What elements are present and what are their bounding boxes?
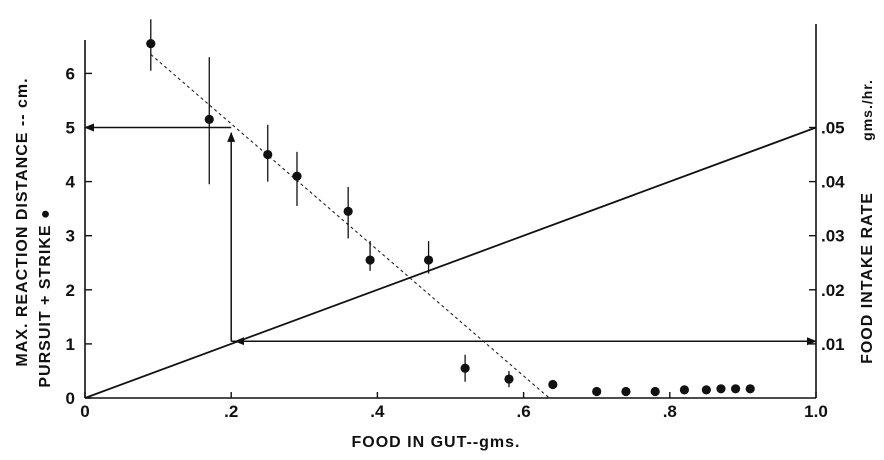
data-point [730,384,741,394]
x-tick-label: .8 [663,402,677,421]
x-axis-title: FOOD IN GUT--gms. [352,434,521,451]
y2-axis-title: FOOD INTAKE RATE [859,192,876,364]
annotation-arrows [84,123,817,346]
intake-rate-line [84,126,817,399]
data-point [204,114,214,124]
data-points [146,19,755,397]
y-tick-label: 6 [66,64,75,83]
data-point [650,386,660,397]
y2-tick-label: .03 [821,227,845,246]
y2-axis-unit: gms./hr. [859,79,875,141]
y-tick-label: 2 [66,281,75,300]
y2-tick-label: .05 [821,119,845,138]
data-point [146,39,156,49]
y-tick-label: 1 [66,335,75,354]
data-point [716,384,726,394]
x-tick-label: .2 [224,402,238,421]
x-tick-label: 1.0 [804,402,828,421]
x-axis-ticks: 0 .2 .4 .6 .8 1.0 [80,392,828,421]
y2-tick-label: .01 [821,335,845,354]
y-axis-title-line2: PURSUIT + STRIKE ● [37,208,54,387]
data-point [621,386,631,397]
y2-tick-label: .04 [821,173,845,192]
x-tick-label: 0 [80,402,89,421]
chart-lines [84,54,817,399]
y2-axis-ticks: .01 .02 .03 .04 .05 [809,119,845,354]
dashed-fit-line [150,54,550,399]
data-point [504,374,514,384]
y-tick-label: 5 [66,119,75,138]
x-tick-label: .6 [517,402,531,421]
data-point [423,255,434,265]
x-tick-label: .4 [370,402,385,421]
data-point [343,206,353,216]
y-tick-label: 3 [66,227,75,246]
data-point [292,171,302,181]
data-point [701,385,711,395]
y-axis-title-line1: MAX. REACTION DISTANCE -- cm. [14,77,31,366]
data-point [263,149,273,160]
y2-tick-label: .02 [821,281,845,300]
data-point [679,385,690,395]
y-tick-label: 0 [66,389,75,408]
data-point [460,363,470,373]
data-point [365,255,375,265]
data-point [548,379,558,390]
y-tick-label: 4 [66,173,76,192]
data-point [745,384,755,394]
y-axis-ticks: 0 1 2 3 4 5 6 [66,64,92,408]
axes [84,24,817,399]
data-point [592,386,602,397]
